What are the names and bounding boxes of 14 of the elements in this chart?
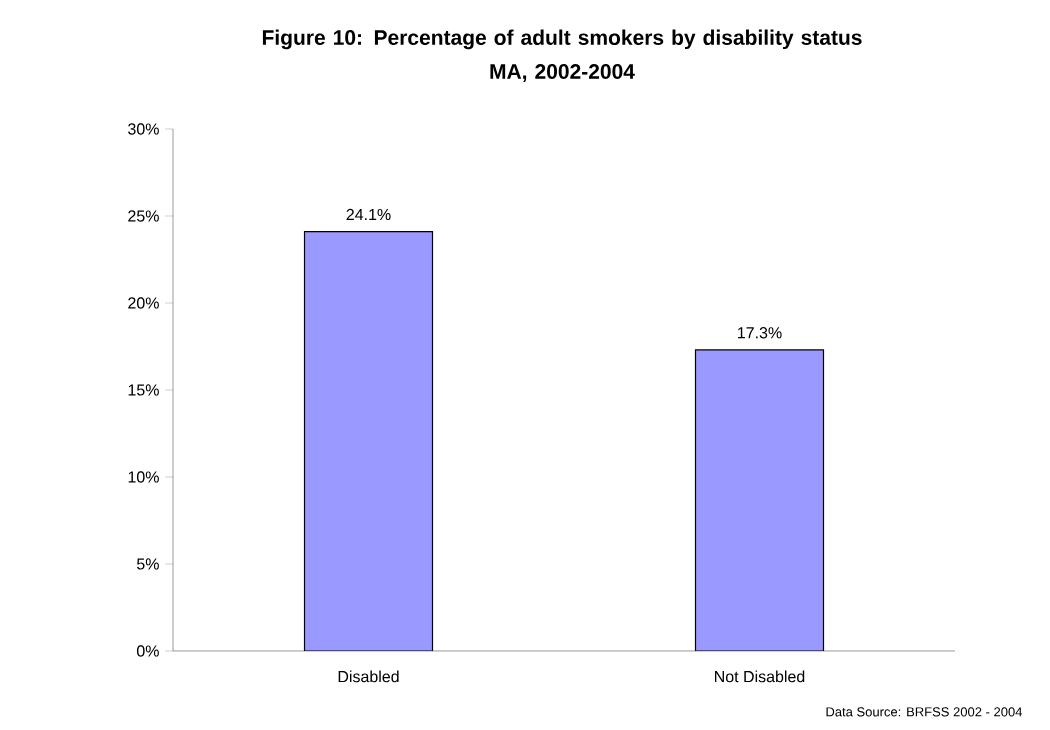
y-tick-label: 25% [128, 210, 159, 222]
y-tick-label: 10% [128, 471, 159, 483]
data-label: 17.3% [738, 327, 782, 339]
y-tick-label: 20% [128, 297, 159, 309]
y-tick-label: 5% [136, 558, 159, 570]
y-tick-label: 30% [128, 123, 159, 135]
chart-subtitle: MA, 2002-2004 [490, 64, 635, 82]
source-note: Data Source: BRFSS 2002 - 2004 [826, 707, 1023, 717]
y-tick-label: 0% [136, 645, 159, 657]
y-tick-label: 15% [128, 384, 159, 396]
data-label: 24.1% [346, 208, 391, 221]
x-tick-label: Not Disabled [715, 670, 805, 683]
x-tick-label: Disabled [338, 670, 399, 683]
chart-title: Figure 10: Percentage of adult smokers by disability status [262, 29, 862, 50]
